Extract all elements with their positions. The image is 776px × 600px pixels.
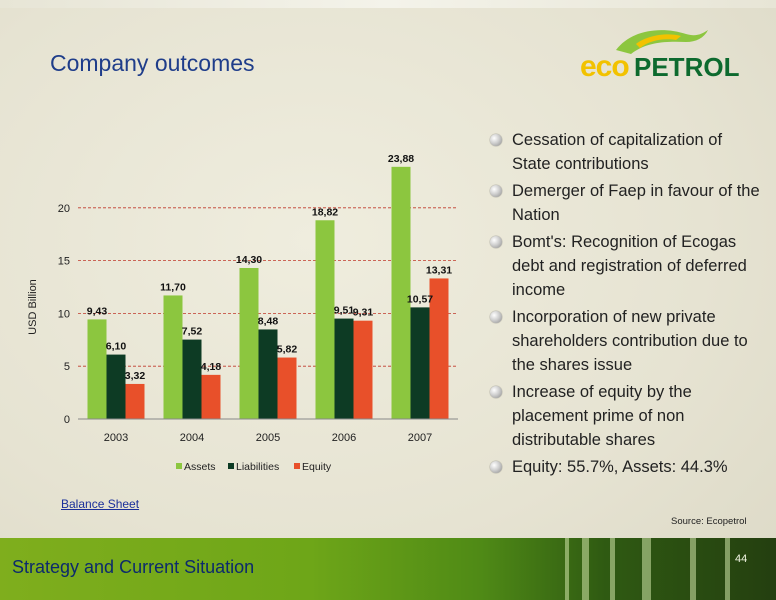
bar-assets: [87, 319, 107, 419]
x-tick-label: 2005: [256, 432, 280, 444]
bullet-item: Incorporation of new private shareholder…: [490, 305, 760, 377]
bullet-icon: [490, 134, 502, 146]
legend-swatch: [228, 463, 234, 469]
top-stripe: [0, 0, 776, 8]
x-tick-label: 2006: [332, 432, 356, 444]
data-label: 11,70: [160, 281, 186, 293]
bar-liabilities: [334, 318, 354, 419]
bar-assets: [315, 220, 335, 419]
x-tick-label: 2004: [180, 432, 204, 444]
footer-stem: [565, 538, 569, 600]
bullet-item: Bomt's: Recognition of Ecogas debt and r…: [490, 230, 760, 302]
bar-liabilities: [410, 307, 430, 419]
bar-assets: [163, 295, 183, 419]
bullet-item: Equity: 55.7%, Assets: 44.3%: [490, 455, 760, 479]
data-label: 6,10: [106, 341, 127, 353]
y-tick-label: 5: [64, 361, 70, 373]
footer-stem: [725, 538, 730, 600]
x-tick-label: 2003: [104, 432, 128, 444]
footer-stem: [582, 538, 589, 600]
bar-equity: [429, 278, 449, 419]
bullet-icon: [490, 386, 502, 398]
bullet-icon: [490, 236, 502, 248]
y-tick-label: 20: [58, 203, 70, 215]
data-label: 13,31: [426, 264, 452, 276]
footer-stem: [690, 538, 696, 600]
footer-stem: [610, 538, 615, 600]
data-label: 9,51: [334, 305, 355, 317]
legend-label: Assets: [184, 461, 216, 473]
data-label: 14,30: [236, 254, 262, 266]
bullet-icon: [490, 461, 502, 473]
y-tick-label: 10: [58, 308, 70, 320]
data-label: 10,57: [407, 293, 433, 305]
svg-text:PETROL: PETROL: [634, 52, 740, 82]
y-axis-title: USD Billion: [27, 279, 39, 335]
bar-assets: [391, 166, 411, 419]
bar-equity: [277, 357, 297, 419]
bar-equity: [201, 374, 221, 419]
bar-equity: [125, 383, 145, 419]
bullet-item: Demerger of Faep in favour of the Nation: [490, 179, 760, 227]
footer-band: Strategy and Current Situation 44: [0, 538, 776, 600]
x-tick-label: 2007: [408, 432, 432, 444]
data-label: 23,88: [388, 153, 414, 165]
page-number: 44: [735, 553, 748, 565]
bar-equity: [353, 320, 373, 419]
source-note: Source: Ecopetrol: [671, 516, 747, 527]
ecopetrol-logo: eco PETROL: [580, 30, 740, 82]
footer-title: Strategy and Current Situation: [12, 557, 255, 577]
legend-label: Equity: [302, 461, 332, 473]
y-tick-label: 0: [64, 414, 70, 426]
y-tick-label: 15: [58, 256, 70, 268]
data-label: 18,82: [312, 206, 338, 218]
data-label: 4,18: [201, 361, 222, 373]
bullet-item: Increase of equity by the placement prim…: [490, 380, 760, 452]
balance-chart: 9,43 6,10 3,32 11,70 7,52 4,18 14,30 8,48 5,82 18…: [27, 153, 458, 473]
legend-label: Liabilities: [236, 461, 279, 473]
footer-stem: [642, 538, 651, 600]
data-label: 9,31: [353, 307, 374, 319]
data-label: 9,43: [87, 305, 108, 317]
legend-swatch: [294, 463, 300, 469]
bullet-icon: [490, 311, 502, 323]
balance-sheet-link[interactable]: Balance Sheet: [61, 497, 140, 511]
bar-assets: [239, 267, 259, 419]
bullet-item: Cessation of capitalization of State con…: [490, 128, 760, 176]
bullet-list: Cessation of capitalization of State con…: [490, 128, 760, 482]
data-label: 8,48: [258, 315, 279, 327]
svg-text:eco: eco: [580, 50, 629, 82]
data-label: 5,82: [277, 344, 298, 356]
data-label: 3,32: [125, 370, 146, 382]
iguana-icon: [616, 30, 708, 54]
legend-swatch: [176, 463, 182, 469]
data-label: 7,52: [182, 326, 203, 338]
bar-liabilities: [258, 329, 278, 419]
bullet-icon: [490, 185, 502, 197]
bar-liabilities: [182, 339, 202, 419]
page-title: Company outcomes: [50, 50, 255, 76]
bar-liabilities: [106, 354, 126, 419]
